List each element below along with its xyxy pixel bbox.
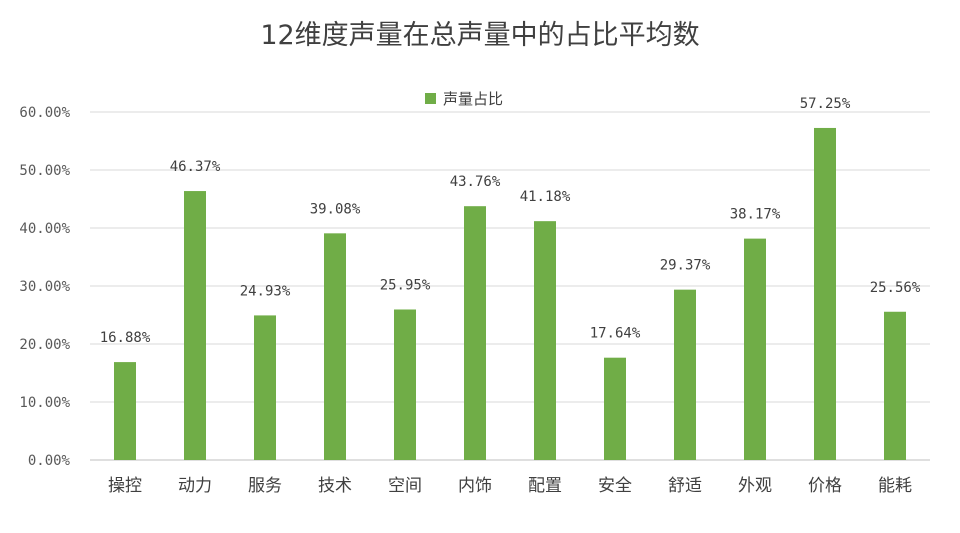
chart-title: 12维度声量在总声量中的占比平均数 bbox=[260, 20, 699, 51]
y-axis-ticks: 0.00% 10.00% 20.00% 30.00% 40.00% 50.00% 60.00… bbox=[19, 105, 70, 469]
x-category-label: 内饰 bbox=[458, 476, 492, 496]
y-tick-label: 0.00% bbox=[28, 453, 71, 469]
bar bbox=[394, 309, 416, 460]
x-category-label: 配置 bbox=[528, 476, 562, 496]
data-label: 41.18% bbox=[520, 189, 571, 205]
data-labels: 16.88% 46.37% 24.93% 39.08% 25.95% 43.76% 41.1… bbox=[100, 96, 921, 346]
x-category-label: 空间 bbox=[388, 476, 422, 496]
y-tick-label: 30.00% bbox=[19, 279, 70, 295]
data-label: 46.37% bbox=[170, 159, 221, 175]
legend-label: 声量占比 bbox=[443, 90, 503, 108]
x-category-label: 价格 bbox=[808, 476, 842, 496]
y-tick-label: 40.00% bbox=[19, 221, 70, 237]
data-label: 25.95% bbox=[380, 277, 431, 293]
bar bbox=[674, 289, 696, 460]
x-category-label: 技术 bbox=[318, 476, 352, 496]
x-category-label: 外观 bbox=[738, 476, 772, 496]
x-axis-categories: 操控 动力 服务 技术 空间 内饰 配置 安全 舒适 外观 价格 能耗 bbox=[108, 476, 912, 496]
x-category-label: 能耗 bbox=[878, 476, 912, 496]
x-category-label: 服务 bbox=[248, 476, 282, 496]
bar bbox=[184, 191, 206, 460]
bar bbox=[114, 362, 136, 460]
data-label: 16.88% bbox=[100, 330, 151, 346]
bar bbox=[814, 127, 836, 460]
data-label: 57.25% bbox=[800, 96, 851, 112]
x-category-label: 操控 bbox=[108, 476, 142, 496]
data-label: 25.56% bbox=[870, 280, 921, 296]
bar bbox=[744, 238, 766, 460]
gridlines bbox=[90, 111, 930, 461]
bar bbox=[534, 221, 556, 460]
bars bbox=[114, 127, 906, 460]
legend-swatch bbox=[425, 93, 436, 104]
y-tick-label: 10.00% bbox=[19, 395, 70, 411]
data-label: 43.76% bbox=[450, 174, 501, 190]
data-label: 38.17% bbox=[730, 207, 781, 223]
bar bbox=[254, 315, 276, 460]
y-tick-label: 20.00% bbox=[19, 337, 70, 353]
data-label: 29.37% bbox=[660, 258, 711, 274]
bar bbox=[324, 233, 346, 460]
data-label: 24.93% bbox=[240, 283, 291, 299]
bar bbox=[604, 357, 626, 460]
x-category-label: 舒适 bbox=[668, 476, 702, 496]
bar bbox=[884, 311, 906, 460]
bar bbox=[464, 206, 486, 460]
legend: 声量占比 bbox=[425, 90, 503, 108]
y-tick-label: 50.00% bbox=[19, 163, 70, 179]
data-label: 17.64% bbox=[590, 326, 641, 342]
data-label: 39.08% bbox=[310, 201, 361, 217]
y-tick-label: 60.00% bbox=[19, 105, 70, 121]
x-category-label: 动力 bbox=[178, 476, 212, 496]
x-category-label: 安全 bbox=[598, 476, 632, 496]
